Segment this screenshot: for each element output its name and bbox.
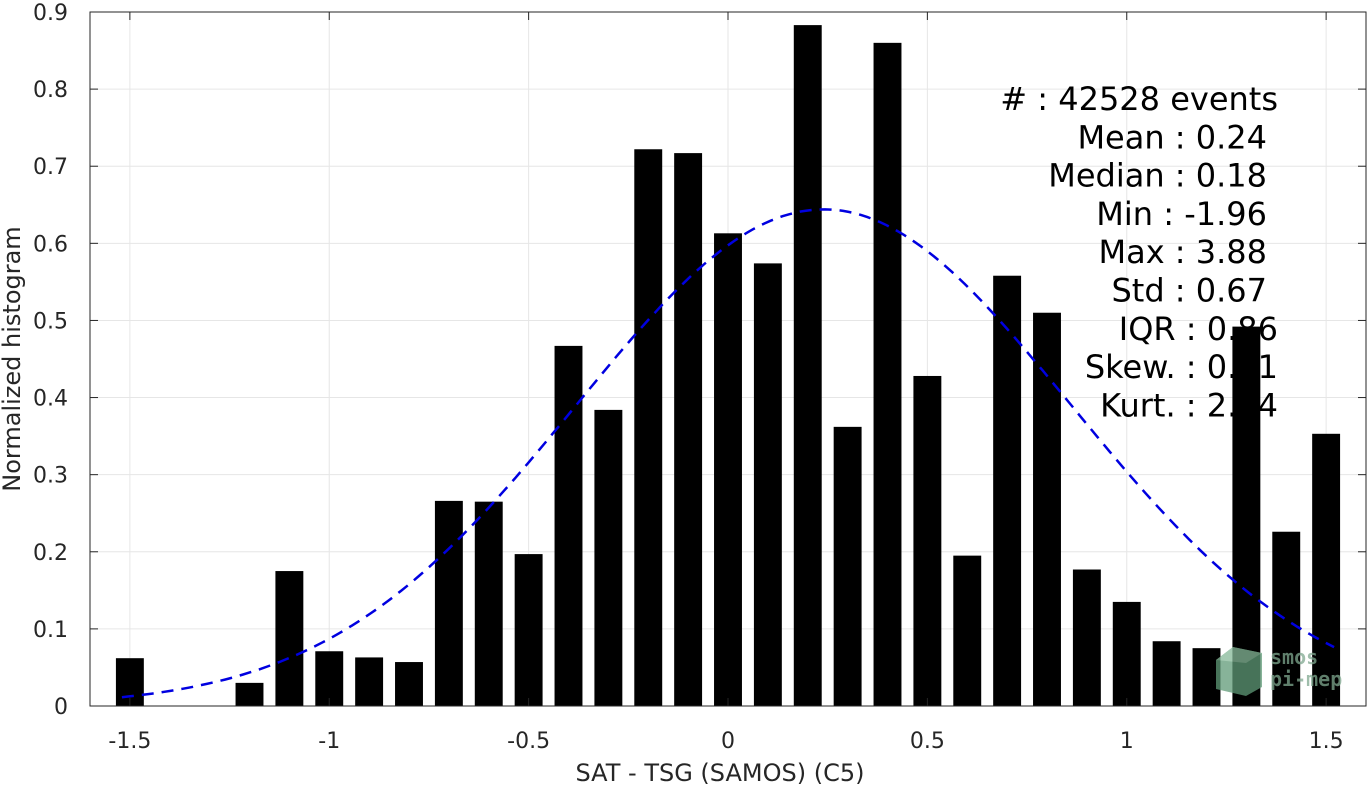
x-tick-label: 1	[1120, 729, 1134, 754]
y-axis-label: Normalized histogram	[0, 226, 26, 491]
x-axis-label: SAT - TSG (SAMOS) (C5)	[576, 759, 865, 785]
stat-line: IQR : 0.86	[1119, 310, 1278, 348]
smos-pi-mep-logo: smos pi-mep	[1216, 645, 1342, 696]
histogram-bar	[1312, 433, 1341, 706]
histogram-bar	[953, 555, 982, 706]
histogram-bar	[674, 153, 703, 706]
x-tick-label: 0	[721, 729, 735, 754]
logo-text-pi-mep: pi-mep	[1270, 667, 1342, 691]
histogram-bar	[993, 275, 1022, 706]
y-tick-label: 0	[54, 695, 68, 720]
logo-mark-facet-icon	[1216, 647, 1262, 663]
y-tick-label: 0.2	[33, 541, 68, 566]
x-tick-label: -1	[318, 729, 340, 754]
histogram-bar	[1152, 641, 1181, 706]
y-tick-label: 0.3	[33, 464, 68, 489]
stat-line: Max : 3.88	[1098, 233, 1267, 271]
y-tick-label: 0.8	[33, 78, 68, 103]
histogram-bar	[594, 409, 623, 706]
x-tick-label: -1.5	[108, 729, 151, 754]
histogram-bar	[634, 149, 663, 706]
y-tick-label: 0.9	[33, 1, 68, 26]
histogram-bar	[714, 233, 742, 706]
histogram-bar	[833, 426, 862, 706]
y-tick-label: 0.4	[33, 387, 68, 412]
histogram-bar	[275, 571, 304, 706]
histogram-bar	[1072, 569, 1101, 706]
histogram-bar	[554, 345, 583, 706]
histogram-bar	[474, 501, 503, 706]
histogram-bar	[753, 263, 782, 706]
stat-line: Std : 0.67	[1111, 272, 1267, 310]
gaussian-fit-curve	[121, 208, 1335, 699]
histogram-bar	[355, 657, 384, 706]
stat-line: Skew. : 0.11	[1085, 348, 1278, 386]
x-tick-label: 0.5	[910, 729, 945, 754]
histogram-bar	[1192, 648, 1221, 706]
histogram-bar	[873, 42, 902, 707]
stat-line: Kurt. : 2.74	[1100, 386, 1278, 424]
y-tick-label: 0.5	[33, 309, 68, 334]
x-tick-label: -0.5	[507, 729, 550, 754]
y-tick-label: 0.7	[33, 155, 68, 180]
x-axis-ticks: -1.5 -1 -0.5 0 0.5 1 1.5	[108, 12, 1344, 754]
stat-line: Mean : 0.24	[1077, 118, 1267, 156]
y-tick-label: 0.6	[33, 232, 68, 257]
stat-line: Min : -1.96	[1096, 195, 1267, 233]
y-axis-ticks: 0 0.1 0.2 0.3 0.4 0.5 0.6 0.7 0.8 0.9	[33, 1, 1366, 720]
histogram-bar	[1232, 326, 1261, 706]
histogram-bar	[1112, 601, 1141, 706]
histogram-bar	[235, 682, 264, 706]
histogram-bar	[1272, 531, 1301, 706]
logo-text-smos: smos	[1270, 645, 1318, 669]
stat-line: Median : 0.18	[1048, 157, 1267, 195]
x-tick-label: 1.5	[1309, 729, 1344, 754]
y-tick-label: 0.1	[33, 618, 68, 643]
histogram-bar	[434, 500, 463, 706]
histogram-bar	[793, 25, 822, 707]
histogram-bar	[1033, 312, 1061, 706]
histogram-bar	[514, 554, 543, 706]
histogram-bar	[913, 375, 942, 706]
bars	[115, 25, 1341, 707]
stat-line: # : 42528 events	[1000, 80, 1278, 118]
histogram-bar	[395, 662, 423, 706]
histogram-bar	[315, 651, 344, 706]
